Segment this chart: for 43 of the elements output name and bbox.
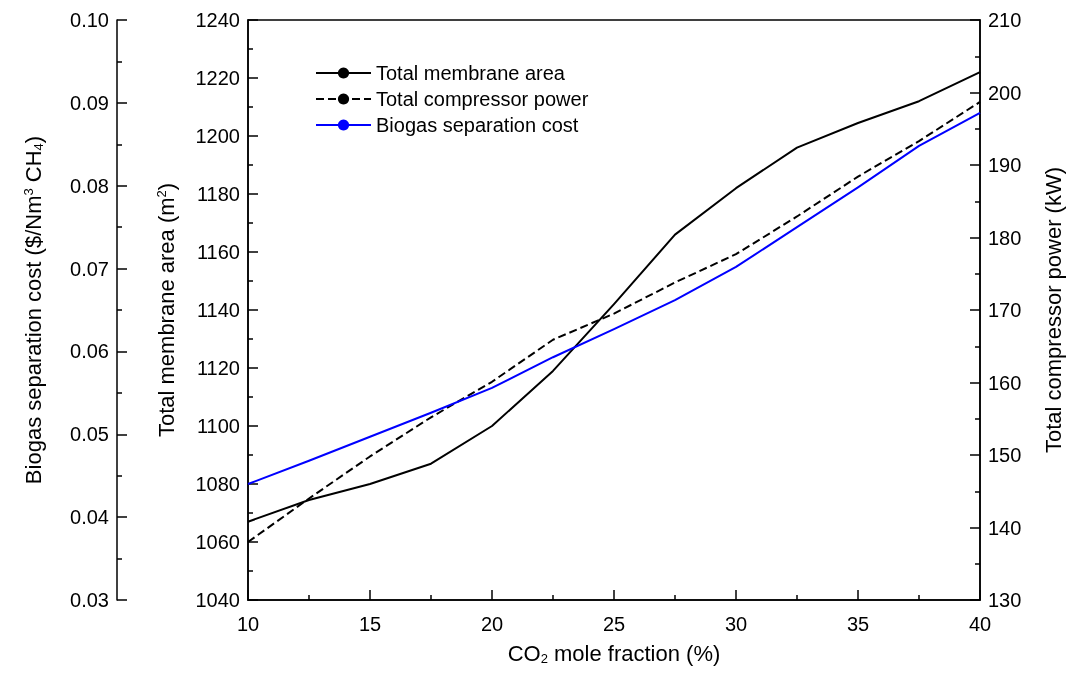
y2-tick-label: 210 xyxy=(988,9,1022,31)
y-tick-label: 1040 xyxy=(195,589,240,611)
x-tick-label: 35 xyxy=(846,613,870,635)
y2-tick-label: 150 xyxy=(988,444,1022,466)
legend-label: Total compressor power xyxy=(376,88,589,110)
y3-axis-title: Biogas separation cost ($/Nm3 CH4) xyxy=(21,135,46,485)
y3-tick-label: 0.06 xyxy=(70,340,109,363)
y2-tick-label: 160 xyxy=(988,371,1022,394)
y3-tick-label: 0.03 xyxy=(70,589,109,611)
legend-label: Biogas separation cost xyxy=(376,114,579,136)
y3-tick-label: 0.05 xyxy=(70,423,109,446)
y-tick-label: 1140 xyxy=(196,299,240,321)
y3-tick-label: 0.08 xyxy=(70,174,109,197)
x-tick-label: 15 xyxy=(358,613,382,635)
y2-tick-label: 190 xyxy=(988,154,1022,176)
x-tick-label: 30 xyxy=(724,613,748,635)
y2-tick-label: 170 xyxy=(988,299,1022,321)
x-tick-label: 10 xyxy=(236,613,260,635)
y2-tick-label: 140 xyxy=(988,516,1022,539)
y3-tick-label: 0.10 xyxy=(70,9,109,31)
y-tick-label: 1120 xyxy=(196,357,240,379)
y3-tick-label: 0.07 xyxy=(70,257,109,280)
y-tick-label: 1080 xyxy=(195,473,240,495)
y2-tick-label: 130 xyxy=(988,589,1022,611)
y-tick-label: 1160 xyxy=(196,241,240,263)
legend-label: Total membrane area xyxy=(376,62,566,84)
y-tick-label: 1240 xyxy=(195,9,240,31)
x-axis-title: CO2 mole fraction (%) xyxy=(507,641,721,666)
y-tick-label: 1200 xyxy=(195,125,240,147)
y-tick-label: 1220 xyxy=(195,67,240,89)
y2-axis-title: Total compressor power (kW) xyxy=(1040,166,1066,454)
y-tick-label: 1060 xyxy=(195,531,240,553)
x-tick-label: 20 xyxy=(480,613,504,635)
y2-tick-label: 180 xyxy=(988,226,1022,249)
y-tick-label: 1180 xyxy=(196,183,240,205)
y2-tick-label: 200 xyxy=(988,81,1022,104)
x-tick-label: 25 xyxy=(602,613,626,635)
y-tick-label: 1100 xyxy=(196,415,240,437)
y-axis-title: Total membrane area (m2) xyxy=(154,182,179,438)
line-series xyxy=(247,111,981,485)
y3-tick-label: 0.04 xyxy=(70,506,109,529)
x-tick-label: 40 xyxy=(968,613,992,635)
y3-tick-label: 0.09 xyxy=(70,91,109,114)
